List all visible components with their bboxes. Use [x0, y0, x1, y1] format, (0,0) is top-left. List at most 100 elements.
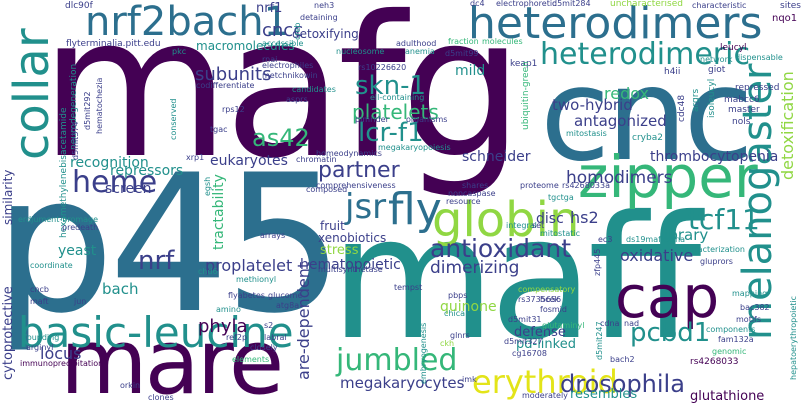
- word-mild: mild: [455, 63, 486, 79]
- word-xrp1: xrp1: [186, 153, 205, 162]
- word-pcbd1: pcbd1: [630, 318, 711, 348]
- word-hcek: hcek: [540, 295, 560, 304]
- word-thrombocytopenia: thrombocytopenia: [650, 149, 779, 165]
- word-set: set: [532, 221, 545, 230]
- word-skn-1: skn-1: [355, 71, 427, 101]
- word-antioxidant: antioxidant: [430, 234, 572, 263]
- word-heterodimeric: heterodimeric: [540, 37, 750, 72]
- word-two-hybrid: two-hybrid: [552, 96, 633, 114]
- word-mapping: mapping: [732, 289, 768, 298]
- word-locus: locus: [40, 344, 82, 363]
- word-antagonized: antagonized: [574, 112, 667, 130]
- word-closely: closely: [250, 343, 278, 352]
- word-glnrs: glnrs: [450, 331, 470, 340]
- word-glutathione: glutathione: [690, 389, 765, 404]
- word-coordinate: coordinate: [30, 261, 73, 270]
- word-zipper: zipper: [578, 143, 758, 211]
- word-nqo1: nqo1: [772, 13, 798, 24]
- word-repressors: repressors: [110, 163, 184, 179]
- word-ds19mafksirna: ds19mafksirna: [626, 235, 686, 244]
- word-flyabetes: flyabetes: [228, 291, 265, 300]
- word-mitostasis: mitostasis: [566, 129, 607, 138]
- word-candidates: candidates: [292, 85, 336, 94]
- word-screen: screen: [105, 181, 152, 197]
- word-neh3: neh3: [314, 1, 335, 10]
- word-rps12: rps12: [222, 105, 245, 114]
- word-orkin: orkin: [120, 381, 141, 390]
- word-chd6: chd6: [198, 267, 218, 276]
- word-h4ii: h4ii: [664, 67, 681, 77]
- word-dimerizing: dimerizing: [430, 258, 520, 278]
- word-fosmid: fosmid: [540, 305, 567, 314]
- word-basic-leucine: basic-leucine: [18, 308, 294, 357]
- word-d5mit292: d5mit292: [83, 91, 92, 130]
- word-comprehensiveness: comprehensiveness: [316, 181, 396, 190]
- word-cdc48: cdc48: [677, 94, 687, 122]
- word-arginyl: arginyl: [26, 343, 54, 352]
- word-jun: jun: [74, 297, 87, 306]
- word-isoleucyl: isoleucyl: [707, 78, 717, 118]
- word-hepatoerythropoietic: hepatoerythropoietic: [789, 295, 798, 380]
- word-founding: founding: [24, 333, 60, 342]
- word-detaining: detaining: [300, 13, 338, 22]
- word-pbps: pbps: [448, 291, 468, 300]
- word-mabcc6: mabcc6: [724, 95, 760, 105]
- word-d5mit31: d5mit31: [508, 315, 542, 324]
- word-ell-containing: ell-containing: [370, 93, 425, 102]
- word-characterization: characterization: [680, 245, 745, 254]
- word-similarity: similarity: [1, 169, 15, 225]
- word-jsr: jsr: [345, 187, 387, 227]
- word-quinone: quinone: [440, 299, 497, 315]
- word-megakaryocytes: megakaryocytes: [340, 374, 465, 392]
- word-dlc90f: dlc90f: [65, 1, 93, 11]
- word-ckh: ckh: [440, 339, 455, 348]
- word-d5mit284: d5mit284: [552, 0, 591, 8]
- word-giot: giot: [708, 65, 726, 75]
- word-erythroid: erythroid: [472, 363, 618, 401]
- word-amino: amino: [216, 305, 241, 314]
- word-partner: partner: [318, 158, 400, 183]
- word-drosophila: drosophila: [560, 370, 685, 398]
- word-proteome: proteome: [520, 181, 559, 190]
- word-electrophoretic: electrophoretic: [496, 0, 557, 8]
- word-hematopoietic: hematopoietic: [300, 257, 401, 273]
- word-repressed: repressed: [735, 83, 780, 93]
- word-immunoprecipitation: immunoprecipitation: [20, 359, 104, 368]
- word-methionyl: methionyl: [236, 275, 277, 284]
- word-are-dependent: are-dependent: [294, 261, 313, 380]
- word-egsh: egsh: [203, 176, 212, 196]
- word-nucleosome: nucleosome: [336, 47, 385, 56]
- word-schneider: schneider: [462, 149, 531, 165]
- word-tcf11: tcf11: [688, 203, 760, 236]
- word-clones: clones: [148, 393, 174, 402]
- word-cryba2: cryba2: [632, 133, 663, 143]
- word-nrf: nrf: [138, 246, 175, 276]
- word-chica: chica: [444, 309, 465, 318]
- word-heterodimers: heterodimers: [468, 0, 763, 49]
- word-subunits: subunits: [195, 64, 272, 85]
- word-moderately: moderately: [522, 391, 568, 400]
- word-pimrider: pimrider: [355, 115, 389, 124]
- word-conserved: conserved: [169, 98, 178, 140]
- word-sites: sites: [780, 1, 801, 11]
- word-collar: collar: [4, 28, 60, 160]
- word-predeath: predeath: [62, 223, 99, 232]
- word-fly: fly: [388, 184, 442, 235]
- word-molecules: molecules: [482, 37, 523, 46]
- word-network: network: [700, 55, 733, 64]
- word-elements: elements: [232, 355, 270, 364]
- word-oxidative: oxidative: [620, 246, 694, 265]
- word-anemia: anemia: [405, 47, 435, 56]
- word-adulthood: adulthood: [396, 39, 437, 48]
- word-maft: maft: [30, 297, 49, 306]
- word-rs4268033a: rs4268033a: [562, 181, 610, 190]
- word-homodimers: homodimers: [566, 168, 673, 188]
- word-nrf1: nrf1: [256, 1, 283, 16]
- word-asprs: asprs: [286, 95, 308, 104]
- word-electrophiles: electrophiles: [262, 61, 314, 70]
- word-embryogenesis: embryogenesis: [419, 322, 428, 384]
- word-multisynthetase: multisynthetase: [318, 265, 383, 274]
- word-tgac: tgac: [210, 125, 228, 134]
- word-d5mit374: d5mit374: [71, 121, 80, 160]
